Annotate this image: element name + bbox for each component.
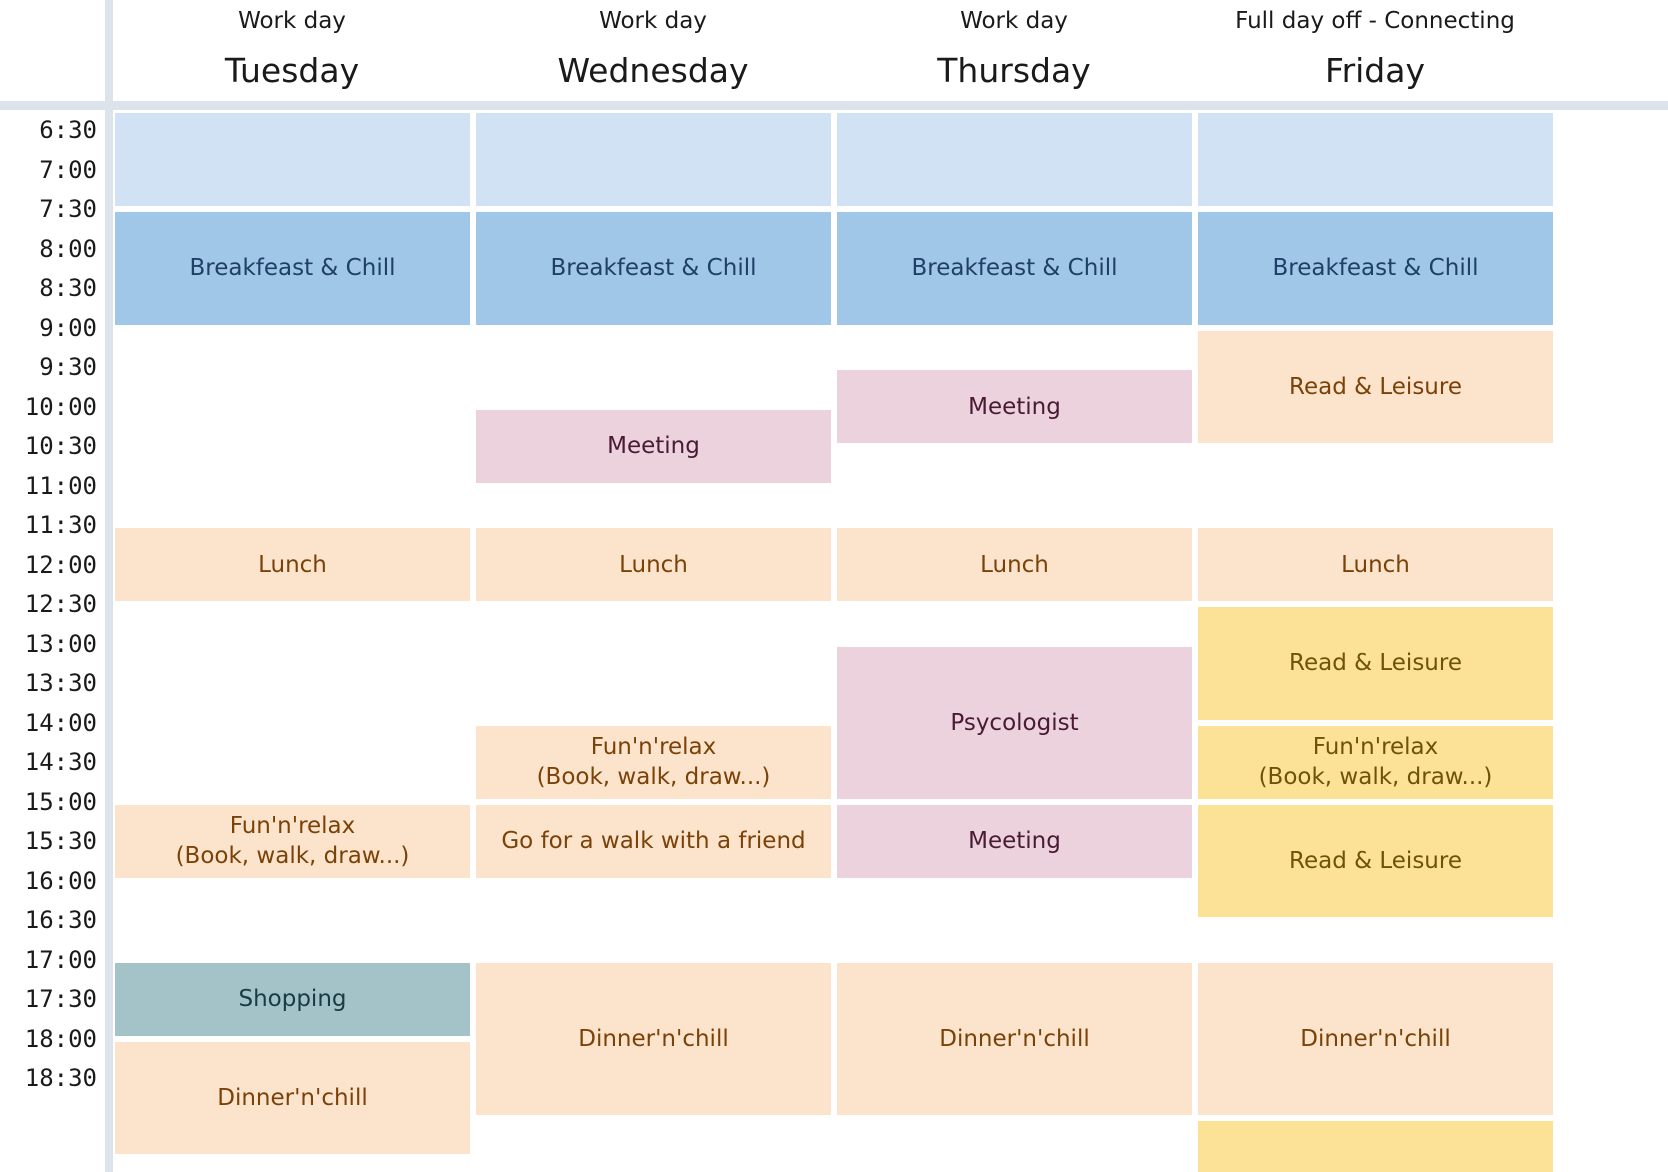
header-divider — [0, 101, 1668, 110]
event-label: Read & Leisure — [1289, 373, 1462, 400]
time-label: 12:30 — [24, 590, 97, 618]
time-label: 7:30 — [39, 195, 97, 223]
event-label: Lunch — [258, 551, 327, 578]
event-tuesday-fun-n-relax-book-walk-draw[interactable]: Fun'n'relax (Book, walk, draw...) — [115, 804, 470, 878]
event-tuesday-lunch[interactable]: Lunch — [115, 528, 470, 601]
time-label: 17:30 — [24, 985, 97, 1013]
event-wednesday-go-for-a-walk-with-a-friend[interactable]: Go for a walk with a friend — [476, 804, 831, 878]
event-label: Lunch — [1341, 551, 1410, 578]
event-label: Lunch — [619, 551, 688, 578]
event-tuesday-early[interactable] — [115, 113, 470, 206]
event-wednesday-lunch[interactable]: Lunch — [476, 528, 831, 601]
event-friday-read-leisure[interactable]: Read & Leisure — [1198, 804, 1553, 917]
event-wednesday-dinner-n-chill[interactable]: Dinner'n'chill — [476, 962, 831, 1115]
event-friday-early[interactable] — [1198, 113, 1553, 206]
event-friday-breakfeast-chill[interactable]: Breakfeast & Chill — [1198, 212, 1553, 325]
time-label: 17:00 — [24, 945, 97, 974]
event-label: Breakfeast & Chill — [1272, 255, 1479, 282]
time-label: 13:00 — [24, 629, 97, 658]
time-label: 11:30 — [24, 511, 97, 539]
time-label: 7:00 — [39, 155, 97, 184]
time-gutter-divider — [105, 0, 113, 1172]
day-name: Thursday — [937, 51, 1091, 90]
event-tuesday-dinner-n-chill[interactable]: Dinner'n'chill — [115, 1041, 470, 1154]
event-wednesday-early[interactable] — [476, 113, 831, 206]
time-label: 16:30 — [24, 906, 97, 934]
event-label: Dinner'n'chill — [578, 1025, 729, 1052]
event-tuesday-breakfeast-chill[interactable]: Breakfeast & Chill — [115, 212, 470, 325]
event-label: Fun'n'relax (Book, walk, draw...) — [1258, 734, 1493, 790]
time-label: 15:00 — [24, 787, 97, 816]
event-thursday-meeting[interactable]: Meeting — [837, 804, 1192, 878]
event-label: Breakfeast & Chill — [189, 255, 396, 282]
event-label: Go for a walk with a friend — [501, 828, 806, 854]
day-header-thursday[interactable]: Work day Thursday — [835, 0, 1193, 101]
event-friday-dinner-n-chill[interactable]: Dinner'n'chill — [1198, 962, 1553, 1115]
event-label: Lunch — [980, 551, 1049, 578]
day-subtitle: Work day — [238, 8, 346, 34]
day-header-wednesday[interactable]: Work day Wednesday — [474, 0, 832, 101]
event-friday-read-leisure[interactable]: Read & Leisure — [1198, 607, 1553, 720]
time-label: 10:30 — [24, 432, 97, 460]
event-label: Fun'n'relax (Book, walk, draw...) — [175, 813, 410, 869]
event-label: Breakfeast & Chill — [911, 255, 1118, 282]
event-label: Meeting — [968, 828, 1061, 854]
event-thursday-lunch[interactable]: Lunch — [837, 528, 1192, 601]
day-header-friday[interactable]: Full day off - Connecting Friday — [1196, 0, 1554, 101]
event-friday-yellow[interactable] — [1198, 1120, 1553, 1172]
time-label: 14:00 — [24, 708, 97, 737]
time-label: 12:00 — [24, 550, 97, 579]
event-friday-read-leisure[interactable]: Read & Leisure — [1198, 330, 1553, 443]
event-label: Dinner'n'chill — [1300, 1025, 1451, 1052]
event-label: Read & Leisure — [1289, 847, 1462, 874]
event-thursday-meeting[interactable]: Meeting — [837, 370, 1192, 443]
time-label: 16:00 — [24, 866, 97, 895]
time-label: 11:00 — [24, 471, 97, 500]
day-subtitle: Work day — [960, 8, 1068, 34]
time-label: 9:00 — [39, 313, 97, 342]
event-label: Meeting — [607, 433, 700, 459]
day-name: Wednesday — [557, 51, 749, 90]
day-subtitle: Work day — [599, 8, 707, 34]
day-header-tuesday[interactable]: Work day Tuesday — [113, 0, 471, 101]
event-label: Dinner'n'chill — [939, 1025, 1090, 1052]
time-label: 15:30 — [24, 827, 97, 855]
day-name: Friday — [1324, 51, 1425, 90]
day-subtitle: Full day off - Connecting — [1235, 8, 1515, 34]
time-label: 8:30 — [39, 274, 97, 302]
event-thursday-breakfeast-chill[interactable]: Breakfeast & Chill — [837, 212, 1192, 325]
event-label: Dinner'n'chill — [217, 1084, 368, 1111]
event-label: Shopping — [238, 986, 347, 1012]
time-label: 14:30 — [24, 748, 97, 776]
time-label: 18:00 — [24, 1024, 97, 1053]
time-label: 9:30 — [39, 353, 97, 381]
time-label: 13:30 — [24, 669, 97, 697]
time-label: 8:00 — [39, 234, 97, 263]
event-label: Fun'n'relax (Book, walk, draw...) — [536, 734, 771, 790]
event-wednesday-breakfeast-chill[interactable]: Breakfeast & Chill — [476, 212, 831, 325]
day-name: Tuesday — [224, 51, 360, 90]
event-wednesday-meeting[interactable]: Meeting — [476, 409, 831, 483]
event-thursday-psycologist[interactable]: Psycologist — [837, 646, 1192, 799]
time-label: 10:00 — [24, 392, 97, 421]
event-friday-lunch[interactable]: Lunch — [1198, 528, 1553, 601]
event-wednesday-fun-n-relax-book-walk-draw[interactable]: Fun'n'relax (Book, walk, draw...) — [476, 725, 831, 799]
time-label: 6:30 — [39, 116, 97, 144]
time-label: 18:30 — [24, 1064, 97, 1092]
event-thursday-early[interactable] — [837, 113, 1192, 206]
event-label: Breakfeast & Chill — [550, 255, 757, 282]
event-tuesday-shopping[interactable]: Shopping — [115, 962, 470, 1036]
event-thursday-dinner-n-chill[interactable]: Dinner'n'chill — [837, 962, 1192, 1115]
event-label: Meeting — [968, 393, 1061, 420]
event-friday-fun-n-relax-book-walk-draw[interactable]: Fun'n'relax (Book, walk, draw...) — [1198, 725, 1553, 799]
event-label: Psycologist — [950, 709, 1079, 736]
event-label: Read & Leisure — [1289, 650, 1462, 677]
